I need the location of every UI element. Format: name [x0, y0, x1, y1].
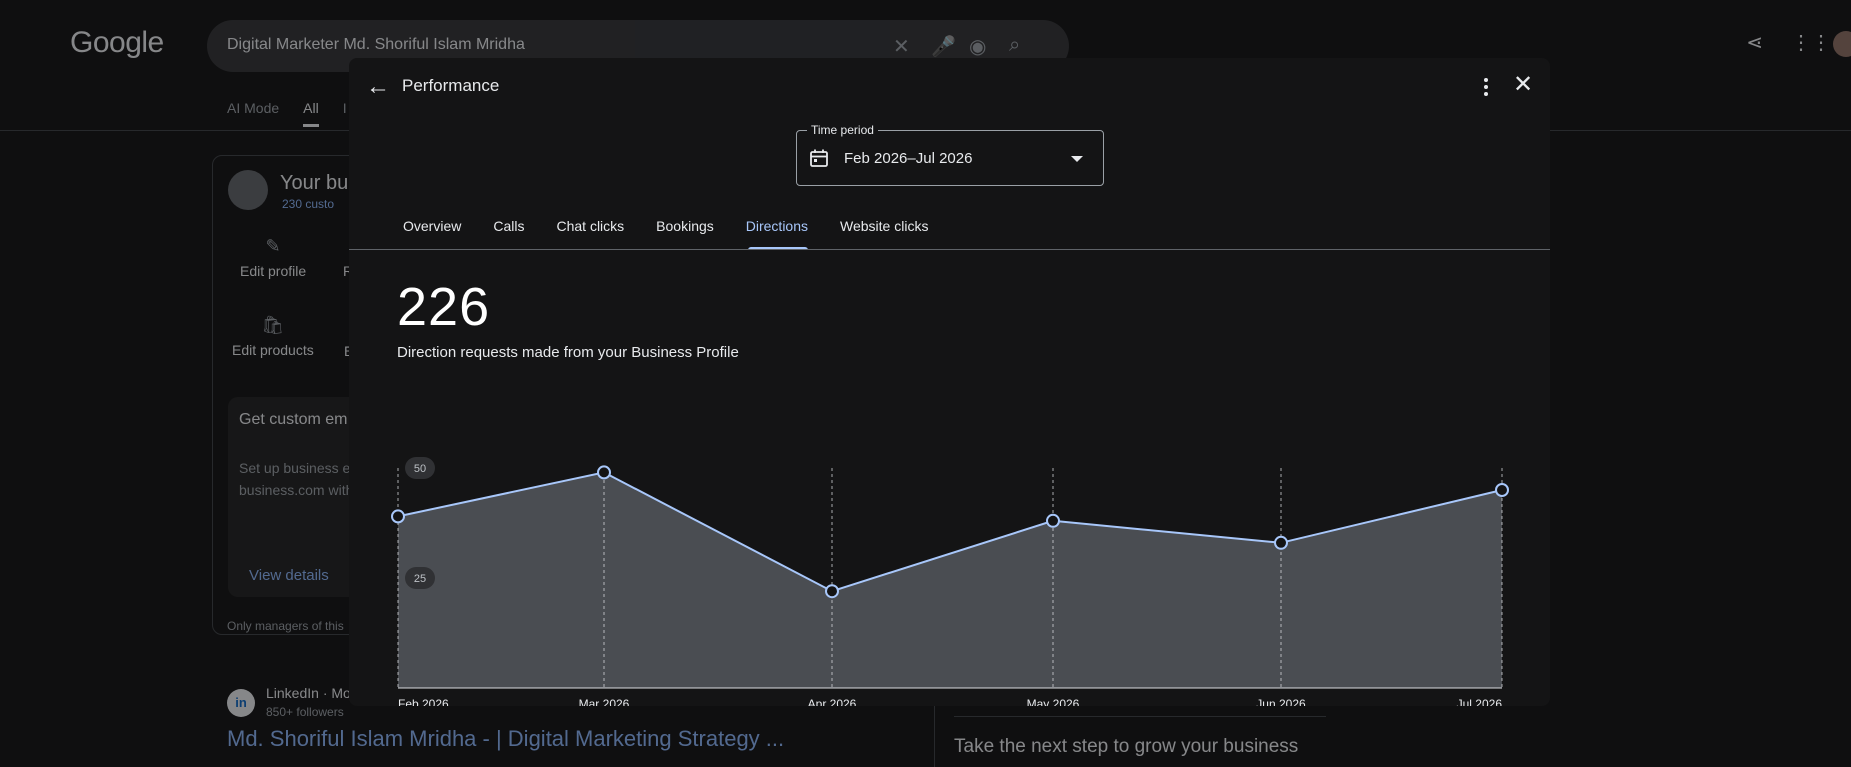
lens-icon[interactable]: ◉: [969, 36, 987, 58]
share-icon[interactable]: ⋖: [1746, 32, 1763, 54]
tab-all[interactable]: All: [303, 100, 319, 127]
clear-icon[interactable]: ✕: [893, 36, 910, 58]
edit-profile-button[interactable]: ✎ Edit profile: [240, 236, 306, 279]
search-icon[interactable]: ⌕: [1009, 34, 1021, 56]
dialog-title: Performance: [402, 76, 500, 95]
managers-note: Only managers of this: [227, 619, 344, 633]
tab-bookings[interactable]: Bookings: [656, 218, 714, 234]
edit-profile-label: Edit profile: [240, 263, 307, 279]
linkedin-followers: 850+ followers: [266, 705, 344, 719]
tabs-divider: [349, 249, 1550, 250]
chart-point: [1274, 535, 1288, 550]
view-details-link[interactable]: View details: [249, 567, 329, 584]
more-options-icon[interactable]: [1474, 72, 1498, 102]
business-title: Your bu: [280, 172, 349, 194]
x-tick-label: Apr 2026: [808, 697, 857, 706]
action-label-partial-2: E: [344, 343, 353, 359]
shopping-bag-icon: 🛍: [261, 315, 285, 335]
chart-point: [391, 509, 405, 524]
close-icon[interactable]: ✕: [1512, 71, 1534, 98]
y-tick-pill: [405, 567, 435, 589]
metric-description: Direction requests made from your Busine…: [397, 344, 739, 361]
x-tick-label: Mar 2026: [579, 697, 630, 706]
edit-products-label: Edit products: [232, 342, 314, 358]
back-arrow-icon[interactable]: ←: [366, 73, 390, 100]
pencil-icon: ✎: [265, 236, 281, 256]
action-button-partial-2[interactable]: E: [344, 343, 353, 359]
custom-email-title: Get custom em: [239, 411, 348, 428]
linkedin-source[interactable]: LinkedIn · Mo: [266, 685, 351, 701]
action-button-partial[interactable]: R: [343, 263, 353, 279]
linkedin-icon: in: [227, 689, 255, 717]
chart-line: [397, 471, 1503, 593]
y-tick-pill: [405, 457, 435, 479]
chart-point: [1495, 483, 1509, 497]
tab-images[interactable]: I: [342, 100, 347, 116]
time-period-value: Feb 2026–Jul 2026: [844, 150, 973, 167]
calendar-icon: [810, 149, 828, 167]
business-customers: 230 custo: [282, 197, 335, 211]
apps-grid-icon[interactable]: ⋮⋮: [1791, 32, 1831, 54]
tab-overview[interactable]: Overview: [403, 218, 462, 234]
linkedin-result-title[interactable]: Md. Shoriful Islam Mridha - | Digital Ma…: [227, 726, 785, 751]
chart-point: [597, 465, 611, 480]
time-period-label: Time period: [807, 123, 878, 137]
divider: [934, 705, 935, 767]
chart-area: [398, 472, 1502, 688]
next-step-heading: Take the next step to grow your business: [954, 736, 1299, 757]
tab-calls[interactable]: Calls: [493, 218, 525, 234]
google-logo[interactable]: Google: [70, 26, 164, 59]
x-tick-label: May 2026: [1027, 697, 1080, 706]
tab-ai-mode[interactable]: AI Mode: [227, 100, 280, 116]
custom-email-desc: Set up business e business.com with: [239, 460, 354, 498]
performance-dialog: ← Performance ✕ Time period Feb 2026–Jul…: [349, 58, 1550, 706]
directions-chart: 25 50 Feb 2026 Mar 2026 Apr 2026 May 2026 Jun …: [391, 457, 1509, 706]
chart-point: [825, 584, 839, 599]
total-directions: 226: [397, 277, 491, 337]
tab-directions[interactable]: Directions: [746, 218, 824, 250]
account-avatar[interactable]: [1833, 31, 1851, 57]
metric-tabs: Overview Calls Chat clicks Bookings Dire…: [403, 218, 960, 250]
search-tabs: AI Mode All I: [227, 100, 347, 127]
divider: [954, 716, 1326, 717]
x-tick-label: Jun 2026: [1256, 697, 1306, 706]
action-label-partial: R: [343, 263, 353, 279]
chart-point: [1046, 513, 1060, 528]
search-query[interactable]: Digital Marketer Md. Shoriful Islam Mrid…: [227, 36, 525, 53]
time-period-select[interactable]: Time period Feb 2026–Jul 2026: [796, 123, 1104, 186]
y-tick-label: 50: [414, 463, 426, 475]
microphone-icon[interactable]: 🎤: [931, 36, 956, 58]
edit-products-button[interactable]: 🛍 Edit products: [232, 315, 314, 358]
x-tick-label: Feb 2026: [398, 697, 449, 706]
x-tick-label: Jul 2026: [1457, 697, 1503, 706]
y-tick-label: 25: [414, 573, 426, 585]
tab-website-clicks[interactable]: Website clicks: [840, 218, 929, 234]
tab-chat-clicks[interactable]: Chat clicks: [556, 218, 625, 234]
chevron-down-icon: [1071, 156, 1083, 162]
business-avatar: [228, 170, 268, 210]
